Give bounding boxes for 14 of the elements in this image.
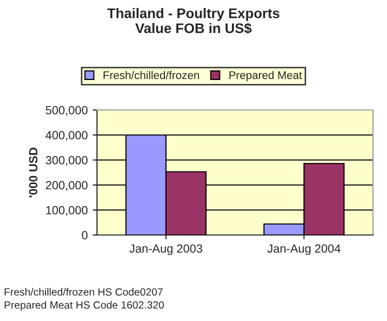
- y-tick-label: 100,000: [46, 206, 88, 216]
- y-axis-title: '000 USD: [29, 148, 38, 198]
- y-tick-label: 0: [82, 231, 88, 240]
- chart-title: Thailand - Poultry Exports Value FOB in US$: [107, 8, 280, 34]
- x-tick-label: Jan-Aug 2004: [267, 244, 340, 256]
- legend-label: Prepared Meat: [229, 70, 302, 82]
- y-tick-label: 500,000: [46, 106, 88, 116]
- text: Prepared Meat HS Code 1602.320: [4, 301, 164, 311]
- text: Fresh/chilled/frozen HS Code0207: [4, 288, 163, 296]
- legend-label: Fresh/chilled/frozen: [104, 70, 199, 80]
- y-tick-label: 400,000: [46, 131, 88, 141]
- y-tick-label: 300,000: [46, 156, 88, 166]
- x-tick-label: Jan-Aug 2003: [129, 244, 202, 256]
- y-tick-label: 200,000: [46, 181, 88, 191]
